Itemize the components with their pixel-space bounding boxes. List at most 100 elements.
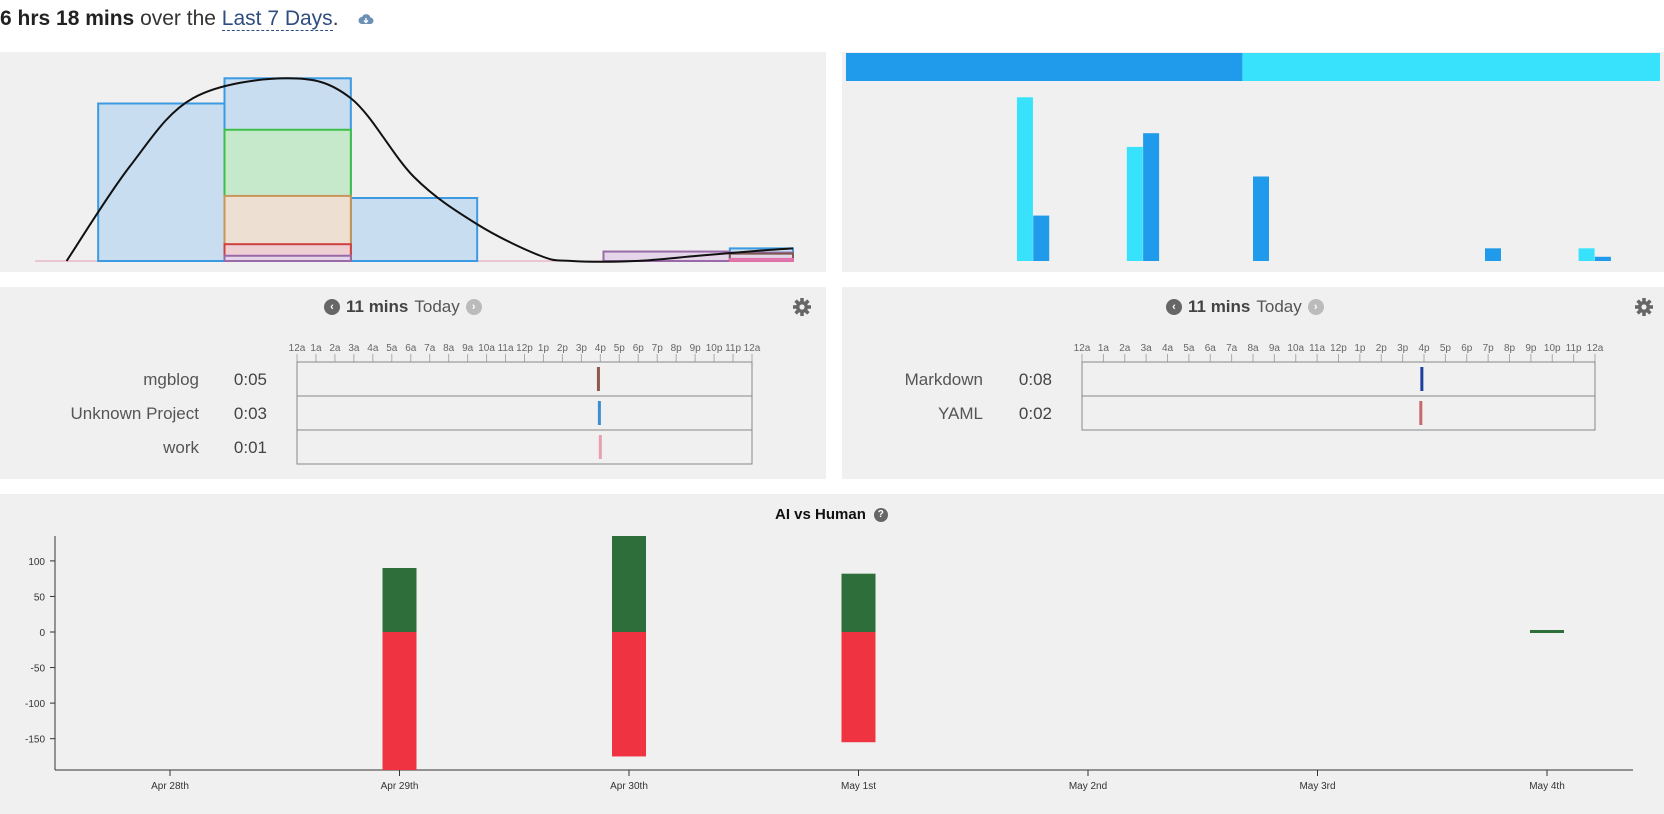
category-bar	[1578, 248, 1595, 261]
hour-tick-label: 5a	[1183, 343, 1195, 354]
gear-icon[interactable]	[792, 297, 812, 317]
ai-human-bar	[612, 632, 646, 757]
timeline-row-track	[1081, 395, 1596, 431]
help-icon[interactable]: ?	[873, 507, 888, 522]
timeline-row-track	[296, 429, 753, 465]
hour-tick-label: 8p	[671, 343, 683, 354]
ai-human-bar	[841, 573, 876, 632]
x-tick-label: May 1st	[841, 781, 876, 792]
hour-tick-label: 1p	[1354, 343, 1366, 354]
x-tick-label: Apr 29th	[381, 781, 419, 792]
timeline-row-label: work	[162, 438, 199, 457]
timeline-row-time: 0:05	[234, 370, 267, 389]
timeline-row-label: YAML	[938, 404, 983, 423]
category-bar	[1594, 256, 1611, 261]
hour-tick-label: 7a	[1226, 343, 1238, 354]
languages-timeline-panel: ‹ 11 mins Today › 12a 1a 2a 3a 4a 5a 6a 7a 8a 9a 1…	[842, 287, 1664, 479]
timeline-activity-mark	[1420, 367, 1424, 391]
hour-tick-label: 2a	[1119, 343, 1131, 354]
hour-tick-label: 4p	[1418, 343, 1430, 354]
hour-tick-label: 5p	[1440, 343, 1452, 354]
x-tick-label: Apr 28th	[151, 781, 189, 792]
hour-tick-label: 6p	[1461, 343, 1473, 354]
prev-day-icon[interactable]: ‹	[1166, 299, 1182, 315]
ai-vs-human-chart: 100 50 0 -50 -100 -150 Apr 28th Apr 29th Apr 30t…	[25, 536, 1633, 792]
projects-timeline-panel: ‹ 11 mins Today › 12a 1a 2a 3a 4a 5a 6a 7a 8a 9a 1…	[0, 287, 826, 479]
hour-tick-label: 5a	[386, 343, 398, 354]
timeline-row-time: 0:03	[234, 404, 267, 423]
languages-total: 11 mins	[1188, 297, 1251, 316]
x-tick-label: May 3rd	[1299, 781, 1335, 792]
timeline-activity-mark	[597, 401, 601, 425]
y-tick-label: -100	[25, 699, 45, 710]
hour-tick-label: 4a	[1162, 343, 1174, 354]
gear-icon[interactable]	[1634, 297, 1654, 317]
histogram-bin	[223, 254, 352, 262]
hour-tick-label: 3a	[348, 343, 360, 354]
languages-timeline-title: ‹ 11 mins Today ›	[1166, 297, 1324, 317]
hour-tick-label: 12a	[1074, 343, 1091, 354]
hour-tick-label: 7p	[1483, 343, 1495, 354]
date-range-link[interactable]: Last 7 Days	[221, 7, 333, 31]
ai-vs-human-title: AI vs Human ?	[775, 506, 888, 523]
hour-tick-label: 6a	[405, 343, 417, 354]
hour-tick-label: 8p	[1504, 343, 1516, 354]
y-tick-label: -150	[25, 735, 45, 746]
category-bar-chart	[846, 53, 1660, 261]
hour-tick-label: 12a	[744, 343, 761, 354]
timeline-row-label: Unknown Project	[70, 404, 199, 423]
prev-day-icon[interactable]: ‹	[324, 299, 340, 315]
summary-middle-text: over the	[134, 7, 222, 30]
hour-tick-label: 9a	[1269, 343, 1281, 354]
summary-header: 6 hrs 18 mins over the Last 7 Days.	[0, 4, 374, 34]
timeline-activity-mark	[598, 435, 602, 459]
hour-tick-label: 3p	[1397, 343, 1409, 354]
hour-tick-label: 8a	[1247, 343, 1259, 354]
category-bar	[1126, 146, 1143, 261]
y-tick-label: 100	[28, 557, 45, 568]
hour-tick-label: 12p	[1330, 343, 1347, 354]
next-day-icon[interactable]: ›	[465, 299, 482, 315]
hour-tick-label: 1p	[538, 343, 550, 354]
languages-timeline: 12a 1a 2a 3a 4a 5a 6a 7a 8a 9a 10a 11a 12p 1p 2p 3p 4p 5p…	[905, 343, 1604, 431]
timeline-row-track	[1081, 361, 1596, 397]
hour-tick-label: 8a	[443, 343, 455, 354]
category-bar	[1016, 97, 1033, 261]
category-bar	[1253, 176, 1269, 261]
histogram-bin	[349, 197, 479, 262]
timeline-row-time: 0:01	[234, 438, 267, 457]
hour-tick-label: 12a	[1587, 343, 1604, 354]
timeline-row-time: 0:08	[1019, 370, 1052, 389]
hour-tick-label: 2p	[1376, 343, 1388, 354]
timeline-row-label: mgblog	[143, 370, 199, 389]
ai-human-bar	[1530, 630, 1564, 633]
hour-tick-label: 7p	[652, 343, 664, 354]
ai-human-bar	[612, 536, 646, 632]
projects-day: Today	[414, 297, 460, 316]
ai-vs-human-title-text: AI vs Human	[775, 506, 866, 523]
projects-timeline-title: ‹ 11 mins Today ›	[324, 297, 482, 317]
projects-total: 11 mins	[346, 297, 409, 316]
timeline-activity-mark	[596, 367, 600, 391]
hour-tick-label: 7a	[424, 343, 436, 354]
hour-tick-label: 10p	[706, 343, 723, 354]
x-tick-label: May 4th	[1529, 781, 1565, 792]
stacked-category-segment	[846, 53, 1243, 81]
projects-timeline: 12a 1a 2a 3a 4a 5a 6a 7a 8a 9a 10a 11a 12p 1p 2p 3p 4p 5p…	[70, 343, 761, 465]
category-bar	[1143, 133, 1160, 261]
hour-tick-label: 9a	[462, 343, 474, 354]
next-day-icon[interactable]: ›	[1307, 299, 1324, 315]
stacked-category-segment	[1242, 53, 1660, 81]
timeline-row-track	[296, 395, 753, 431]
ai-human-bar	[841, 632, 876, 743]
activity-histogram	[35, 77, 794, 263]
activity-chart-panel	[0, 52, 826, 272]
hour-tick-label: 9p	[1525, 343, 1537, 354]
cloud-download-icon[interactable]	[358, 4, 374, 34]
hour-tick-label: 2p	[557, 343, 569, 354]
total-time: 6 hrs 18 mins	[0, 7, 135, 30]
histogram-bin	[728, 257, 794, 262]
hour-tick-label: 3p	[576, 343, 588, 354]
hour-tick-label: 12p	[516, 343, 533, 354]
hour-tick-label: 6a	[1205, 343, 1217, 354]
